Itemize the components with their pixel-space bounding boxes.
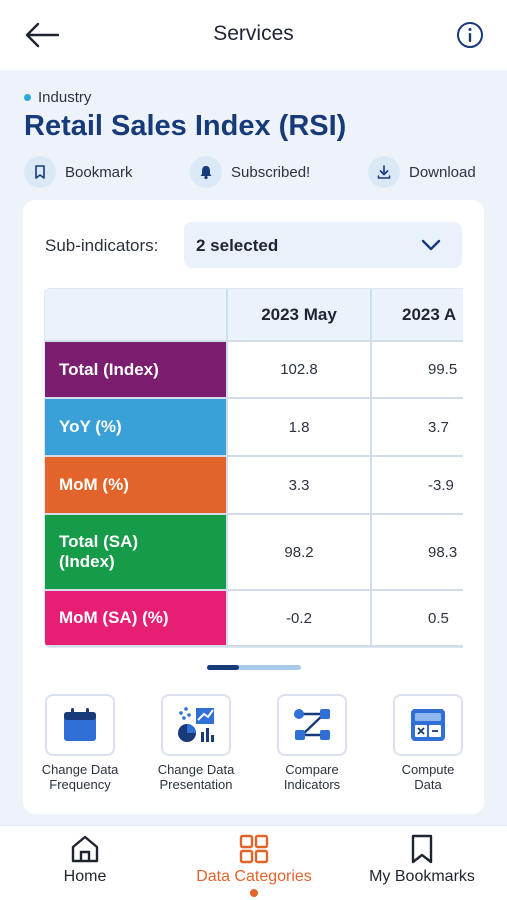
download-label: Download bbox=[409, 163, 476, 181]
bookmark-icon bbox=[35, 165, 45, 179]
table-row: YoY (%) 1.8 3.7 bbox=[45, 398, 463, 457]
table-row: MoM (SA) (%) -0.2 0.5 bbox=[45, 590, 463, 647]
nav-home-label: Home bbox=[63, 868, 107, 885]
scrollbar-thumb[interactable] bbox=[207, 665, 239, 670]
back-button[interactable] bbox=[22, 18, 62, 52]
breadcrumb-category: Industry bbox=[38, 89, 92, 106]
category-dot bbox=[24, 94, 31, 101]
row-header: Total (SA) (Index) bbox=[45, 514, 228, 591]
compare-indicators-button[interactable]: Compare Indicators bbox=[257, 694, 367, 792]
row-header: MoM (SA) (%) bbox=[45, 590, 228, 647]
bookmark-label: Bookmark bbox=[65, 163, 133, 181]
data-table-scroll[interactable]: 2023 May 2023 A Total (Index) 102.8 99.5… bbox=[44, 288, 463, 648]
bookmark-button[interactable]: Bookmark bbox=[24, 156, 133, 188]
table-cell: 98.3 bbox=[371, 514, 463, 591]
nav-data-categories[interactable]: Data Categories bbox=[184, 832, 324, 897]
subindicators-value: 2 selected bbox=[196, 236, 279, 255]
subindicators-dropdown[interactable]: 2 selected bbox=[184, 222, 462, 268]
table-cell: 99.5 bbox=[371, 341, 463, 399]
change-frequency-button[interactable]: Change Data Frequency bbox=[25, 694, 135, 792]
info-icon bbox=[457, 22, 483, 48]
tool-label-line: Change Data bbox=[157, 762, 235, 777]
table-row: MoM (%) 3.3 -3.9 bbox=[45, 456, 463, 515]
indicator-card: Sub-indicators: 2 selected 2023 May 2023… bbox=[23, 200, 484, 814]
tool-label-line: Data bbox=[414, 777, 442, 792]
table-corner bbox=[45, 289, 228, 342]
table-cell: 3.3 bbox=[227, 456, 372, 515]
row-header: YoY (%) bbox=[45, 398, 228, 457]
download-button[interactable]: Download bbox=[368, 156, 476, 188]
bottom-navigation: Home Data Categories My Bookmarks bbox=[0, 825, 507, 900]
tool-label-line: Compare bbox=[285, 762, 339, 777]
bell-icon bbox=[200, 166, 212, 180]
compare-nodes-icon bbox=[294, 709, 330, 740]
bookmark-icon bbox=[411, 834, 433, 864]
table-cell: 3.7 bbox=[371, 398, 463, 457]
nav-my-bookmarks-label: My Bookmarks bbox=[369, 868, 475, 885]
data-table: 2023 May 2023 A Total (Index) 102.8 99.5… bbox=[45, 289, 463, 647]
action-row: Bookmark Subscribed! Download bbox=[24, 156, 494, 188]
row-header: MoM (%) bbox=[45, 456, 228, 515]
active-indicator-dot bbox=[250, 889, 258, 897]
table-cell: -3.9 bbox=[371, 456, 463, 515]
tool-label-line: Compute bbox=[401, 762, 455, 777]
table-cell: 98.2 bbox=[227, 514, 372, 591]
table-cell: 102.8 bbox=[227, 341, 372, 399]
subindicators-label: Sub-indicators: bbox=[45, 236, 159, 255]
column-header: 2023 A bbox=[371, 289, 463, 342]
compute-data-button[interactable]: Compute Data bbox=[373, 694, 483, 792]
tool-label-line: Frequency bbox=[49, 777, 111, 792]
nav-data-categories-label: Data Categories bbox=[196, 868, 312, 885]
home-icon bbox=[71, 835, 99, 863]
row-header: Total (Index) bbox=[45, 341, 228, 399]
table-cell: 0.5 bbox=[371, 590, 463, 647]
row-header-label: Total (SA) (Index) bbox=[59, 532, 139, 571]
table-cell: 1.8 bbox=[227, 398, 372, 457]
table-row: Total (SA) (Index) 98.2 98.3 bbox=[45, 514, 463, 591]
nav-my-bookmarks[interactable]: My Bookmarks bbox=[352, 832, 492, 886]
app-header: Services bbox=[0, 0, 507, 70]
calendar-icon bbox=[64, 708, 96, 741]
subscribe-button[interactable]: Subscribed! bbox=[190, 156, 310, 188]
tool-label-line: Presentation bbox=[159, 777, 233, 792]
chevron-down-icon bbox=[421, 239, 441, 251]
horizontal-scrollbar[interactable] bbox=[207, 665, 301, 670]
tool-label-line: Change Data bbox=[41, 762, 119, 777]
grid-icon bbox=[239, 834, 269, 864]
arrow-left-icon bbox=[25, 22, 60, 48]
subscribe-label: Subscribed! bbox=[231, 163, 311, 181]
header-title: Services bbox=[213, 22, 294, 45]
nav-home[interactable]: Home bbox=[15, 832, 155, 886]
calculator-icon bbox=[411, 709, 445, 741]
chart-presentation-icon bbox=[178, 707, 214, 742]
column-header: 2023 May bbox=[227, 289, 372, 342]
info-button[interactable] bbox=[455, 20, 485, 50]
page-title: Retail Sales Index (RSI) bbox=[24, 110, 347, 142]
tool-label-line: Indicators bbox=[283, 777, 341, 792]
table-row: Total (Index) 102.8 99.5 bbox=[45, 341, 463, 399]
breadcrumb: Industry bbox=[24, 89, 91, 106]
table-cell: -0.2 bbox=[227, 590, 372, 647]
download-icon bbox=[377, 165, 391, 179]
change-presentation-button[interactable]: Change Data Presentation bbox=[141, 694, 251, 792]
